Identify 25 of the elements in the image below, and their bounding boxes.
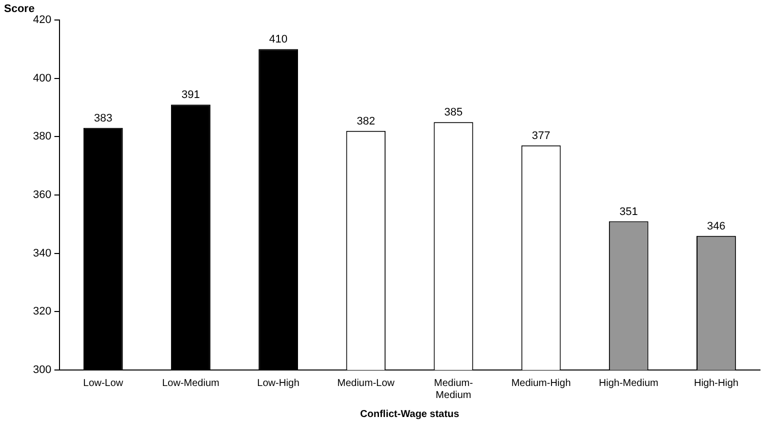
data-label: 383 (94, 112, 112, 124)
y-tick-label: 420 (32, 14, 52, 26)
x-tick-label: Medium-Medium (434, 378, 473, 401)
y-axis-title: Score (4, 3, 35, 16)
x-tick-label: High-Medium (598, 378, 658, 389)
y-tick-label: 340 (32, 247, 52, 260)
x-tick-label: Low-High (257, 378, 300, 389)
data-label: 391 (182, 89, 200, 102)
data-label: 346 (707, 220, 726, 232)
data-label: 385 (444, 106, 463, 119)
y-tick-label: 320 (32, 306, 52, 318)
y-tick-label: 380 (32, 130, 52, 143)
x-tick-label: Medium-High (511, 378, 571, 389)
y-tick-label: 360 (32, 189, 52, 202)
x-tick-label: High-High (694, 378, 738, 389)
y-tick-label: 300 (32, 364, 52, 376)
data-label: 351 (619, 206, 638, 218)
data-label: 382 (356, 115, 376, 128)
data-label: 410 (269, 34, 288, 46)
x-axis-title: Conflict-Wage status (360, 408, 460, 420)
x-tick-label: Medium-Low (337, 378, 396, 389)
y-tick-label: 400 (32, 72, 52, 84)
x-tick-label: Low-Medium (162, 378, 220, 389)
data-label: 377 (532, 130, 550, 142)
x-tick-label: Low-Low (83, 378, 124, 389)
